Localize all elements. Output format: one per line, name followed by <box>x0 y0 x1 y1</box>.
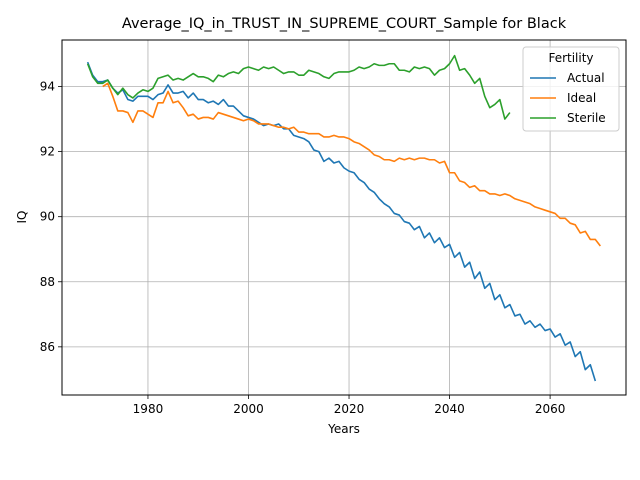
y-tick-label: 90 <box>40 210 55 224</box>
x-tick-label: 1980 <box>133 402 164 416</box>
x-tick-label: 2060 <box>535 402 566 416</box>
x-axis-label: Years <box>327 422 360 436</box>
x-tick-label: 2040 <box>434 402 465 416</box>
legend-label-actual: Actual <box>567 71 605 85</box>
x-axis-ticks: 1980 2000 2020 2040 2060 <box>133 395 566 416</box>
legend-title: Fertility <box>548 51 593 65</box>
legend-box <box>522 46 620 132</box>
x-tick-label: 2000 <box>233 402 264 416</box>
series-line-sterile <box>86 54 511 120</box>
series-line-ideal <box>102 82 601 247</box>
y-axis-label: IQ <box>15 211 29 224</box>
x-tick-label: 2020 <box>334 402 365 416</box>
plot-area-frame <box>61 39 627 396</box>
y-axis-ticks: 86 88 90 92 94 <box>40 80 62 354</box>
legend-label-sterile: Sterile <box>567 111 606 125</box>
y-tick-label: 86 <box>40 340 55 354</box>
legend: Fertility Actual Ideal Sterile <box>522 46 620 132</box>
series-line-actual <box>86 61 597 382</box>
y-tick-label: 88 <box>40 275 55 289</box>
legend-label-ideal: Ideal <box>567 91 596 105</box>
y-tick-label: 94 <box>40 80 55 94</box>
legend-entries: Actual Ideal Sterile <box>530 71 606 125</box>
y-tick-label: 92 <box>40 145 55 159</box>
chart-title: Average_IQ_in_TRUST_IN_SUPREME_COURT_Sam… <box>122 16 567 32</box>
series-lines <box>86 54 601 382</box>
